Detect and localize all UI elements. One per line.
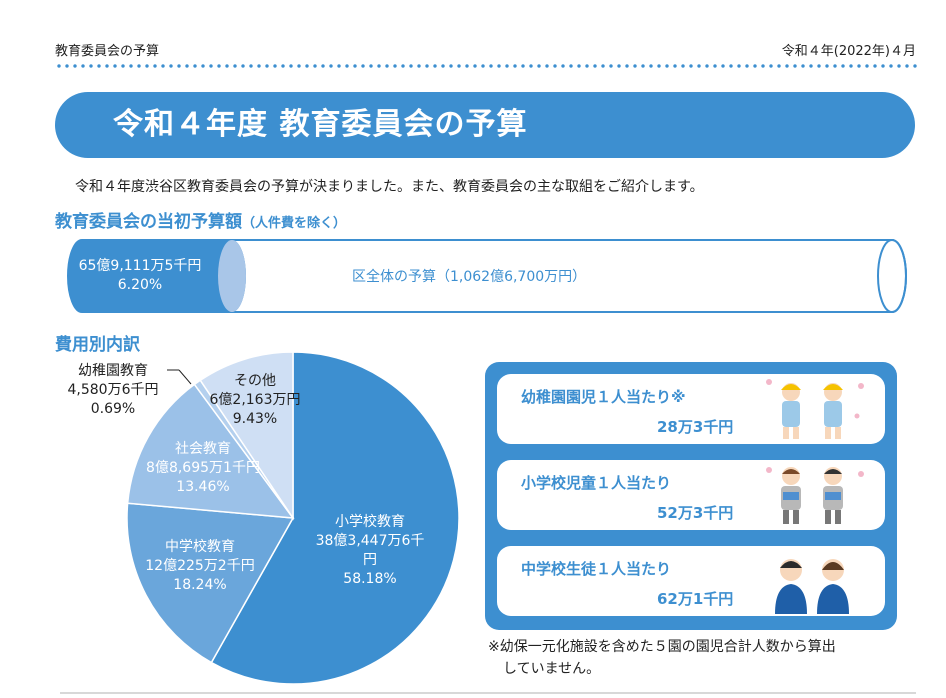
slice-name: 幼稚園教育: [78, 363, 148, 379]
cost-breakdown-pie: [126, 351, 460, 685]
slice-percent: 58.18%: [343, 571, 397, 587]
slice-percent: 9.43%: [232, 411, 278, 427]
slice-name: その他: [234, 373, 276, 389]
pie-slice-elementary: [210, 351, 460, 685]
header-date: 令和４年(2022年)４月: [781, 44, 916, 59]
footnote-line-2: していません。: [503, 661, 601, 677]
junior-high-students-icon: [775, 559, 849, 614]
per-child-card-junior-high: 中学校生徒１人当たり 62万1千円: [497, 546, 885, 616]
slice-name: 社会教育: [175, 441, 231, 457]
bottom-divider: [60, 692, 916, 694]
per-child-card-kindergarten: 幼稚園園児１人当たり※ 28万3千円: [497, 374, 885, 444]
ward-total-budget: 区全体の予算（1,062億6,700万円）: [352, 269, 587, 285]
slice-percent: 18.24%: [173, 577, 227, 593]
kindergarten-children-icon: [766, 379, 864, 439]
card-title: 幼稚園園児１人当たり※: [521, 388, 686, 406]
slice-percent: 13.46%: [176, 479, 230, 495]
page-title: 令和４年度 教育委員会の予算: [55, 92, 915, 158]
slice-amount: 6億2,163万円: [209, 392, 301, 408]
budget-heading-note: （人件費を除く）: [242, 216, 347, 231]
per-child-card-elementary: 小学校児童１人当たり 52万3千円: [497, 460, 885, 530]
header-divider: [55, 64, 917, 68]
intro-text: 令和４年度渋谷区教育委員会の予算が決まりました。また、教育委員会の主な取組をご紹…: [75, 179, 704, 195]
per-child-panel: 幼稚園園児１人当たり※ 28万3千円 小学校児童１人当たり 52万3千円: [485, 362, 897, 630]
slice-amount: 12億225万2千円: [145, 558, 255, 574]
slice-label-other: その他 6億2,163万円 9.43%: [200, 372, 310, 429]
slice-percent: 0.69%: [90, 401, 136, 417]
slice-name: 中学校教育: [165, 539, 235, 555]
slice-name: 小学校教育: [335, 514, 405, 530]
card-value: 62万1千円: [657, 590, 734, 608]
kindergarten-leader-line: [167, 369, 192, 385]
pie-slice-other: [199, 351, 294, 521]
budget-cylinder: [67, 239, 907, 313]
education-budget-amount: 65億9,111万5千円: [78, 258, 202, 274]
card-value: 52万3千円: [657, 504, 734, 522]
footnote-line-1: ※幼保一元化施設を含めた５園の園児合計人数から算出: [488, 639, 836, 655]
pie-slice-junior-high: [126, 502, 295, 664]
header-section-name: 教育委員会の予算: [55, 44, 160, 59]
slice-amount: 8億8,695万1千円: [146, 460, 260, 476]
slice-label-kindergarten: 幼稚園教育 4,580万6千円 0.69%: [58, 362, 168, 419]
slice-label-social: 社会教育 8億8,695万1千円 13.46%: [138, 440, 268, 497]
card-title: 中学校生徒１人当たり: [521, 560, 672, 578]
card-title: 小学校児童１人当たり: [521, 474, 672, 492]
card-value: 28万3千円: [657, 418, 734, 436]
elementary-students-icon: [766, 467, 864, 524]
pie-slice-social: [126, 383, 295, 519]
slice-label-junior-high: 中学校教育 12億225万2千円 18.24%: [135, 538, 265, 595]
slice-label-elementary: 小学校教育 38億3,447万6千円 58.18%: [310, 513, 430, 589]
budget-heading: 教育委員会の当初予算額（人件費を除く）: [55, 207, 346, 232]
slice-amount: 38億3,447万6千円: [315, 533, 425, 568]
footnote: ※幼保一元化施設を含めた５園の園児合計人数から算出 していません。: [488, 636, 836, 680]
education-budget-percent: 6.20%: [117, 277, 163, 293]
education-budget-label: 65億9,111万5千円 6.20%: [60, 257, 220, 295]
slice-amount: 4,580万6千円: [67, 382, 159, 398]
breakdown-heading: 費用別内訳: [55, 335, 140, 355]
budget-heading-text: 教育委員会の当初予算額: [55, 212, 242, 232]
